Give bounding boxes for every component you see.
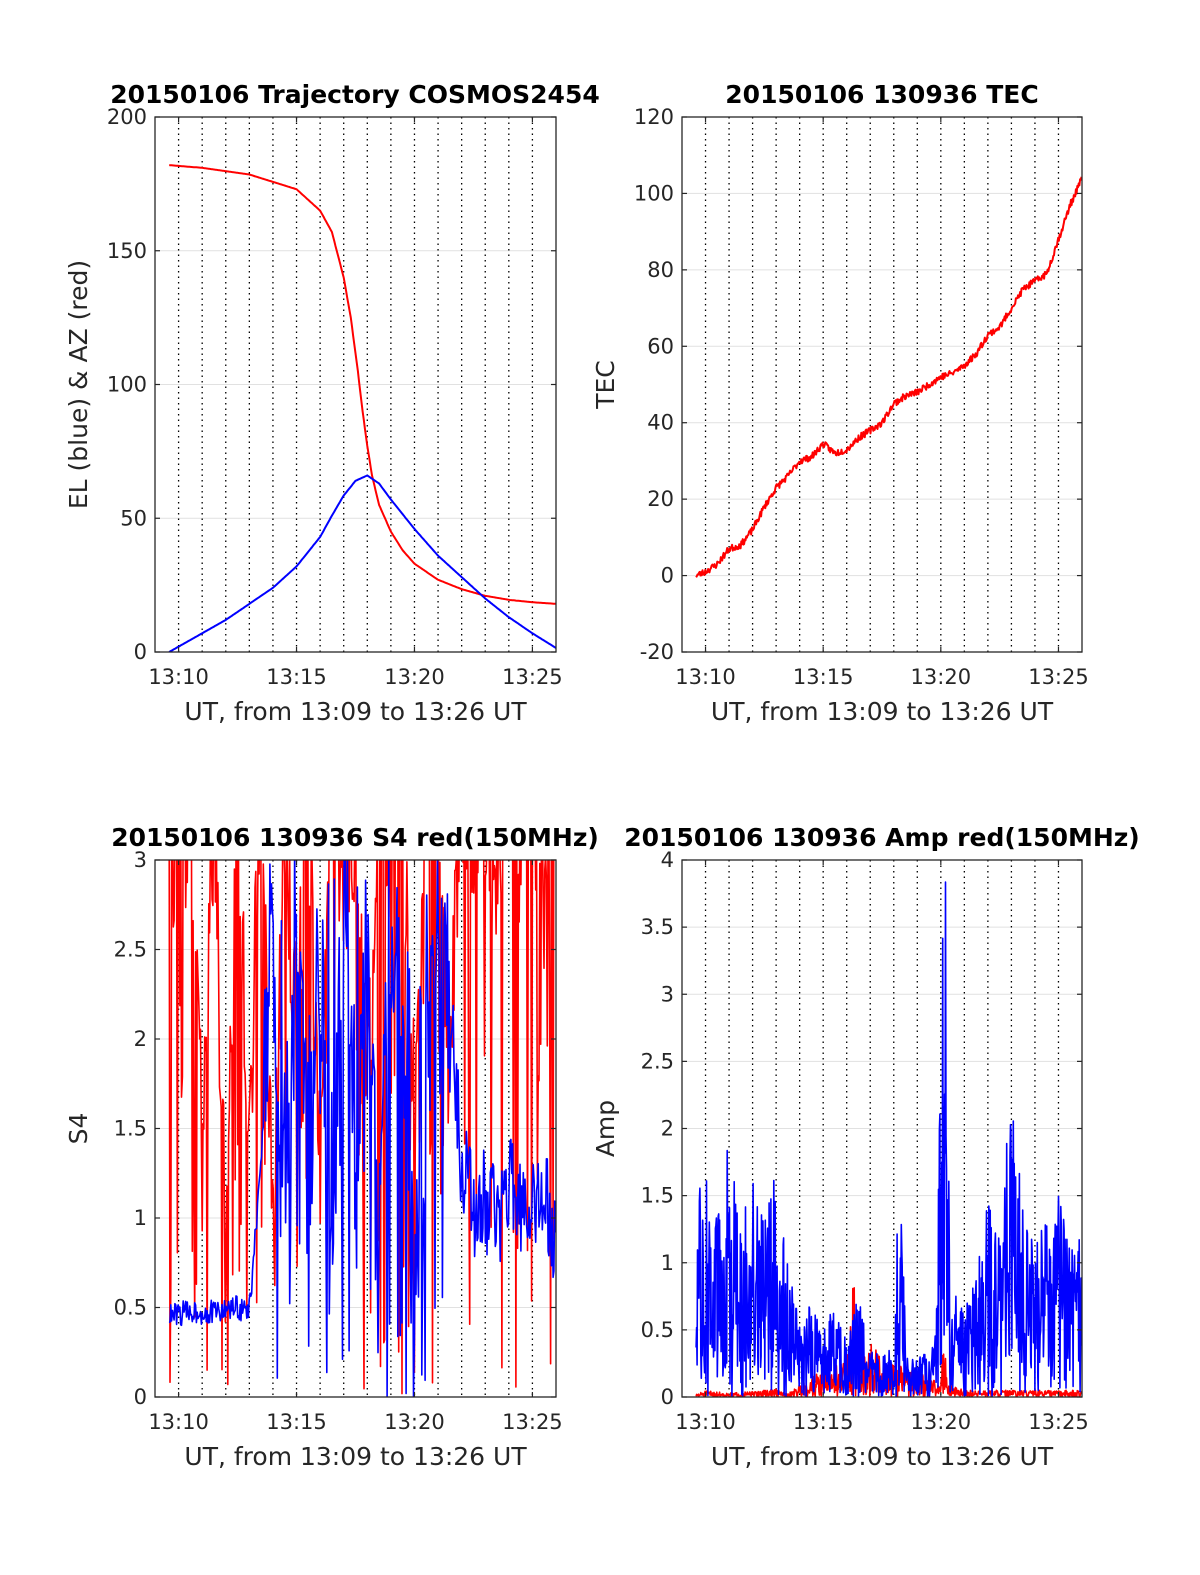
y-tick-label: 1 — [661, 1251, 674, 1275]
y-tick-label: 60 — [647, 334, 674, 358]
x-tick-label: 13:10 — [675, 665, 736, 689]
series-line-red — [169, 164, 556, 605]
y-tick-label: 80 — [647, 258, 674, 282]
series-line-blue — [168, 860, 556, 1397]
x-tick-label: 13:15 — [266, 1410, 327, 1434]
y-tick-label: 1.5 — [114, 1117, 147, 1141]
x-tick-label: 13:20 — [384, 665, 445, 689]
x-tick-label: 13:15 — [266, 665, 327, 689]
chart-title: 20150106 130936 TEC — [725, 80, 1038, 109]
x-tick-label: 13:10 — [675, 1410, 736, 1434]
y-tick-label: 50 — [120, 506, 147, 530]
chart-title: 20150106 130936 S4 red(150MHz) — [111, 823, 599, 852]
x-tick-label: 13:25 — [502, 665, 563, 689]
y-tick-label: 2.5 — [641, 1049, 674, 1073]
plot-area — [168, 164, 556, 652]
y-tick-label: 3 — [661, 982, 674, 1006]
y-tick-label: 2.5 — [114, 938, 147, 962]
x-axis-label: UT, from 13:09 to 13:26 UT — [184, 1442, 527, 1471]
series-line-red — [695, 1287, 1082, 1397]
y-axis-label: EL (blue) & AZ (red) — [64, 260, 93, 509]
x-tick-label: 13:20 — [911, 665, 972, 689]
y-tick-label: 100 — [634, 181, 674, 205]
x-tick-label: 13:20 — [911, 1410, 972, 1434]
y-tick-label: 0 — [134, 1385, 147, 1409]
x-tick-label: 13:10 — [148, 1410, 209, 1434]
chart-title: 20150106 Trajectory COSMOS2454 — [110, 80, 600, 109]
y-tick-label: 1 — [134, 1206, 147, 1230]
series-line-red — [168, 860, 555, 1395]
y-axis-label: Amp — [591, 1100, 620, 1157]
chart-panel-2: -20 0 20 40 60 80 100 120 13:10 13:15 13:20 13:25 20… — [591, 80, 1089, 726]
y-tick-label: 0.5 — [114, 1296, 147, 1320]
chart-panel-3: 0 0.5 1 1.5 2 2.5 3 13:10 13:15 13:20 13:25 2015010… — [64, 823, 599, 1471]
chart-panel-1: 0 50 100 150 200 13:10 13:15 13:20 13:25 20150106… — [64, 80, 600, 726]
y-tick-label: 150 — [107, 239, 147, 263]
x-tick-label: 13:20 — [384, 1410, 445, 1434]
series-line-blue — [168, 474, 556, 652]
y-tick-label: 0.5 — [641, 1318, 674, 1342]
x-tick-label: 13:10 — [148, 665, 209, 689]
y-tick-label: 3 — [134, 848, 147, 872]
y-tick-label: 200 — [107, 105, 147, 129]
y-tick-label: 3.5 — [641, 915, 674, 939]
y-tick-label: 0 — [661, 1385, 674, 1409]
x-tick-label: 13:15 — [793, 665, 854, 689]
axes-box — [681, 116, 1083, 653]
y-tick-label: -20 — [640, 640, 674, 664]
x-tick-label: 13:25 — [1028, 665, 1089, 689]
series-line-red — [695, 176, 1082, 578]
x-tick-label: 13:25 — [502, 1410, 563, 1434]
y-tick-label: 40 — [647, 411, 674, 435]
y-tick-label: 0 — [134, 640, 147, 664]
y-tick-label: 120 — [634, 105, 674, 129]
y-tick-label: 20 — [647, 487, 674, 511]
y-tick-label: 1.5 — [641, 1184, 674, 1208]
y-tick-label: 4 — [661, 848, 674, 872]
x-axis-label: UT, from 13:09 to 13:26 UT — [711, 1442, 1054, 1471]
plot-area — [168, 860, 556, 1397]
chart-panel-4: 0 0.5 1 1.5 2 2.5 3 3.5 4 13:10 13:15 13:20 13:25 201… — [591, 823, 1140, 1471]
y-tick-label: 2 — [661, 1117, 674, 1141]
plot-area — [695, 176, 1082, 578]
plot-area — [695, 881, 1082, 1397]
chart-title: 20150106 130936 Amp red(150MHz) — [624, 823, 1140, 852]
y-tick-label: 100 — [107, 373, 147, 397]
x-axis-label: UT, from 13:09 to 13:26 UT — [711, 697, 1054, 726]
y-axis-label: S4 — [64, 1113, 93, 1145]
y-tick-label: 0 — [661, 564, 674, 588]
series-line-blue — [695, 881, 1082, 1397]
x-tick-label: 13:15 — [793, 1410, 854, 1434]
x-tick-label: 13:25 — [1028, 1410, 1089, 1434]
x-axis-label: UT, from 13:09 to 13:26 UT — [184, 697, 527, 726]
y-axis-label: TEC — [591, 360, 620, 410]
y-tick-label: 2 — [134, 1027, 147, 1051]
